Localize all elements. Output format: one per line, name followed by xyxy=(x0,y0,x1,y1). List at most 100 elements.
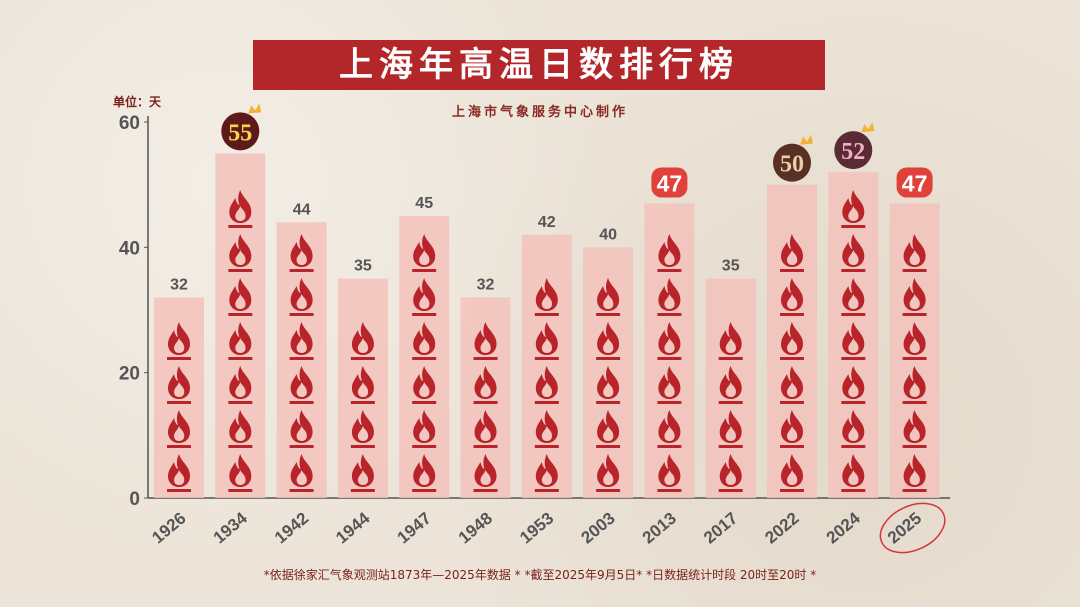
flame-shape xyxy=(168,366,190,399)
flame-base xyxy=(412,401,437,404)
flame-shape xyxy=(229,454,252,487)
flame-shape xyxy=(535,366,558,399)
flame-base xyxy=(841,225,866,228)
flame-base xyxy=(412,489,437,492)
value-badge xyxy=(651,167,688,198)
flame-shape xyxy=(351,322,374,355)
flame-base xyxy=(412,269,437,272)
flame-base xyxy=(780,357,804,360)
flame-icon xyxy=(780,278,804,316)
flame-base xyxy=(780,269,804,272)
flame-base xyxy=(657,313,682,316)
flame-shape xyxy=(535,410,558,443)
flame-shape xyxy=(842,410,865,443)
flame-icon xyxy=(289,454,314,492)
y-tick-label: 0 xyxy=(129,489,140,510)
flame-icon xyxy=(596,322,621,360)
flame-shape xyxy=(719,410,742,443)
flame-base xyxy=(228,225,253,228)
flame-icon xyxy=(841,234,866,272)
flame-shape xyxy=(842,366,865,399)
flame-base xyxy=(289,445,314,448)
flame-base xyxy=(657,445,682,448)
crown-icon xyxy=(248,103,262,114)
x-tick-label: 2017 xyxy=(700,509,741,548)
flame-icon xyxy=(841,410,866,448)
flame-shape xyxy=(903,234,926,267)
flame-shape xyxy=(229,278,252,311)
flame-base xyxy=(534,401,559,404)
flame-icon xyxy=(718,410,743,448)
flame-shape xyxy=(781,234,803,267)
flame-icon xyxy=(902,278,927,316)
flame-icon xyxy=(350,410,375,448)
x-tick-label: 2013 xyxy=(639,509,680,548)
flame-icon xyxy=(902,366,927,404)
x-tick-label: 1944 xyxy=(332,508,374,547)
flame-base xyxy=(412,313,437,316)
flame-icon xyxy=(902,454,927,492)
flame-icon xyxy=(657,454,682,492)
value-badge-circle xyxy=(834,131,873,170)
flame-shape xyxy=(229,366,252,399)
flame-icon xyxy=(780,234,804,272)
flame-shape xyxy=(229,190,252,223)
flame-shape xyxy=(229,322,252,355)
flame-icon xyxy=(228,278,253,316)
flame-icon xyxy=(534,454,559,492)
flame-icon xyxy=(780,322,804,360)
value-label: 35 xyxy=(722,258,740,275)
chart-title: 上海年高温日数排行榜 xyxy=(253,40,825,90)
flame-base xyxy=(902,313,927,316)
flame-icon xyxy=(473,454,498,492)
flame-shape xyxy=(168,454,190,487)
flame-icon xyxy=(841,366,866,404)
flame-shape xyxy=(597,278,620,311)
flame-icon xyxy=(228,322,253,360)
flame-icon xyxy=(596,278,621,316)
flame-icon xyxy=(167,322,191,360)
x-tick-label: 2022 xyxy=(761,509,802,548)
flame-shape xyxy=(168,410,190,443)
flame-icon xyxy=(350,322,375,360)
flame-base xyxy=(167,445,191,448)
flame-base xyxy=(902,357,927,360)
flame-shape xyxy=(413,278,436,311)
flame-base xyxy=(473,357,498,360)
flame-icon xyxy=(167,454,191,492)
flame-icon xyxy=(534,366,559,404)
flame-shape xyxy=(168,322,190,355)
flame-base xyxy=(902,445,927,448)
value-label: 42 xyxy=(538,214,556,231)
flame-shape xyxy=(535,322,558,355)
flame-shape xyxy=(535,454,558,487)
flame-base xyxy=(350,445,375,448)
flame-base xyxy=(841,357,866,360)
value-label: 32 xyxy=(477,276,495,293)
flame-icon xyxy=(350,454,375,492)
flame-icon xyxy=(412,410,437,448)
flame-base xyxy=(657,357,682,360)
crown-icon xyxy=(800,134,813,145)
flame-icon xyxy=(902,234,927,272)
flame-base xyxy=(412,445,437,448)
crown-icon xyxy=(861,122,875,133)
flame-base xyxy=(902,401,927,404)
flame-shape xyxy=(597,322,620,355)
flame-shape xyxy=(719,322,742,355)
flame-base xyxy=(841,401,866,404)
flame-base xyxy=(228,313,253,316)
highlight-circle xyxy=(879,502,946,554)
flame-shape xyxy=(781,322,803,355)
flame-base xyxy=(289,489,314,492)
flame-icon xyxy=(841,278,866,316)
value-label: 50 xyxy=(780,152,804,178)
value-label: 32 xyxy=(170,276,188,293)
flame-icon xyxy=(596,410,621,448)
flame-shape xyxy=(903,454,926,487)
flame-icon xyxy=(780,410,804,448)
flame-shape xyxy=(842,454,865,487)
flame-icon xyxy=(412,234,437,272)
value-label: 44 xyxy=(293,201,311,218)
